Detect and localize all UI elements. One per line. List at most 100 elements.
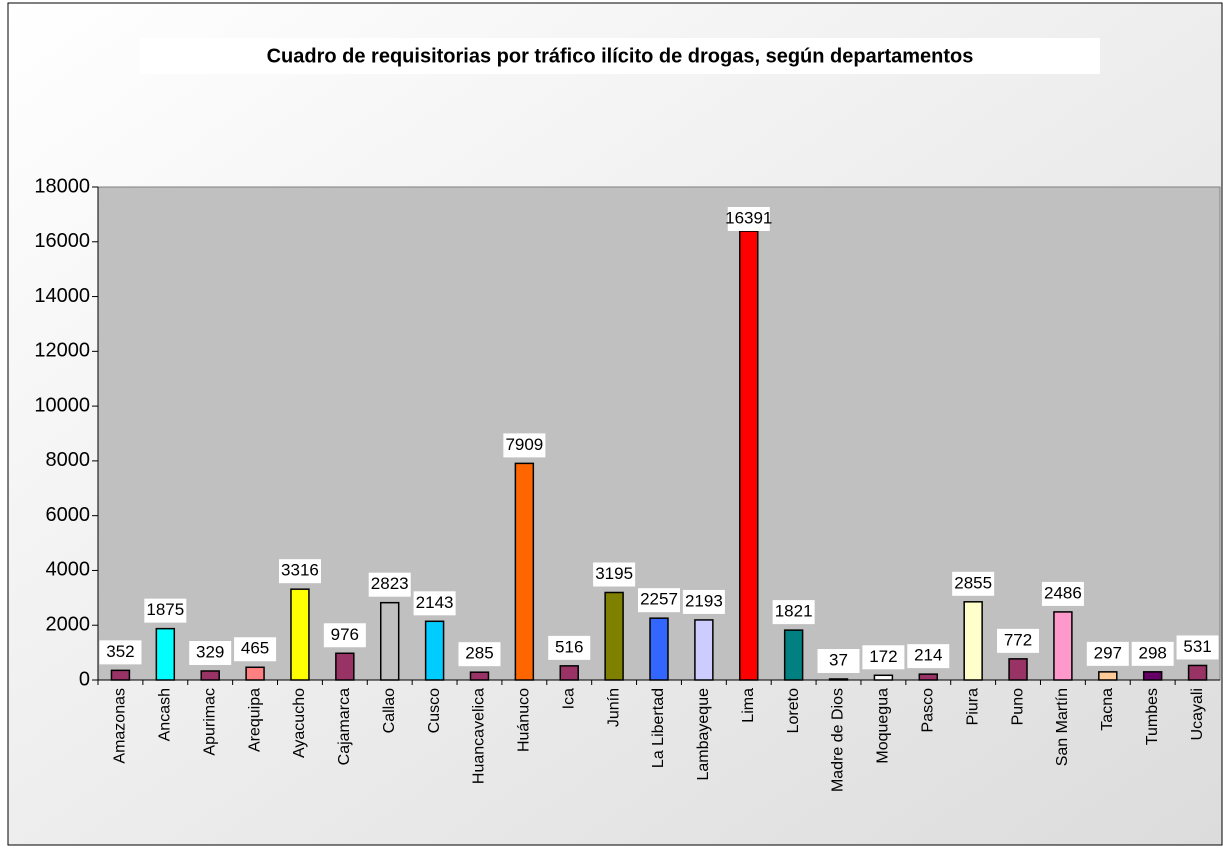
value-label-background <box>1086 641 1129 666</box>
value-label: 329 <box>196 642 224 661</box>
bar <box>335 652 355 681</box>
value-label-background <box>368 572 411 597</box>
value-label-background <box>593 562 636 587</box>
value-label-background <box>144 598 187 623</box>
value-label: 352 <box>106 642 134 661</box>
x-tick-label: Huánuco <box>516 688 533 752</box>
value-label: 465 <box>241 639 269 658</box>
bar <box>1142 671 1163 681</box>
x-tick-label: Lima <box>740 688 757 723</box>
value-label: 516 <box>555 637 583 656</box>
y-tick-label: 18000 <box>34 175 90 197</box>
value-label-background <box>323 623 366 648</box>
bar <box>379 601 400 681</box>
bar <box>200 670 220 681</box>
y-tick-label: 16000 <box>34 230 90 252</box>
x-tick-label: Amazonas <box>112 688 129 764</box>
bar <box>155 627 176 681</box>
value-label-background <box>907 644 950 669</box>
value-label: 298 <box>1138 643 1166 662</box>
x-tick-label: Puno <box>1009 688 1026 725</box>
bar <box>828 678 849 681</box>
x-tick-label: La Libertad <box>650 688 667 768</box>
bar <box>873 674 894 681</box>
value-label: 1821 <box>775 602 813 621</box>
y-tick-label: 8000 <box>46 449 91 471</box>
bar <box>1053 611 1073 681</box>
chart-title: Cuadro de requisitorias por tráfico ilíc… <box>267 45 974 67</box>
value-label-background <box>817 648 860 673</box>
bar <box>469 671 490 681</box>
value-label: 2486 <box>1044 583 1082 602</box>
value-label: 1875 <box>146 600 184 619</box>
x-tick-label: Piura <box>964 688 981 725</box>
value-label: 172 <box>869 647 897 666</box>
x-tick-label: Cusco <box>426 688 443 733</box>
value-label: 2257 <box>640 590 678 609</box>
value-label: 2823 <box>371 574 409 593</box>
value-label-background <box>1131 641 1174 666</box>
bar <box>245 666 265 681</box>
value-label-background <box>772 600 815 625</box>
x-tick-label: Tacna <box>1099 688 1116 731</box>
value-label: 285 <box>465 644 493 663</box>
x-tick-label: Apurimac <box>201 688 218 756</box>
bar <box>110 669 131 681</box>
x-tick-label: Lambayeque <box>695 688 712 781</box>
x-tick-label: Ucayali <box>1189 688 1206 740</box>
value-label: 16391 <box>725 208 772 227</box>
value-label: 2855 <box>954 573 992 592</box>
value-label-background <box>278 559 321 584</box>
x-tick-label: Loreto <box>785 688 802 733</box>
value-label-background <box>997 628 1040 653</box>
y-tick-label: 6000 <box>46 504 91 526</box>
value-label: 7909 <box>505 435 543 454</box>
x-tick-label: San Martín <box>1054 688 1071 766</box>
y-tick-label: 2000 <box>46 614 91 636</box>
x-tick-label: Tumbes <box>1144 688 1161 745</box>
value-label: 3195 <box>595 564 633 583</box>
x-tick-label: Ayacucho <box>291 688 308 758</box>
x-tick-label: Huancavelica <box>471 688 488 784</box>
bar <box>649 617 669 681</box>
value-label-background <box>952 571 995 596</box>
value-label: 976 <box>331 625 359 644</box>
value-label-background <box>99 640 142 665</box>
value-label-background <box>189 640 232 665</box>
value-label-background <box>548 635 591 660</box>
value-label: 531 <box>1183 637 1211 656</box>
y-tick-label: 14000 <box>34 285 90 307</box>
x-tick-label: Madre de Dios <box>830 688 847 792</box>
bar <box>783 629 804 681</box>
y-tick-label: 12000 <box>34 340 90 362</box>
value-label-background <box>638 588 680 613</box>
bar <box>963 601 983 681</box>
value-label-background <box>503 433 546 458</box>
x-tick-label: Junín <box>605 688 622 727</box>
bar <box>739 230 759 681</box>
value-label-background <box>1176 635 1219 660</box>
bar <box>559 665 579 681</box>
value-label: 772 <box>1004 630 1032 649</box>
bar <box>1098 671 1118 681</box>
value-label-background <box>413 591 456 616</box>
value-label: 37 <box>829 650 848 669</box>
bar <box>694 619 714 681</box>
value-label: 297 <box>1094 643 1122 662</box>
bar <box>604 591 624 681</box>
bar <box>290 588 310 681</box>
y-tick-label: 0 <box>79 668 90 690</box>
bar <box>918 673 939 681</box>
bar <box>514 462 535 681</box>
value-label: 3316 <box>281 561 319 580</box>
title-background <box>140 38 1100 74</box>
bar <box>1187 664 1208 681</box>
value-label-background <box>234 637 277 662</box>
value-label-background <box>1041 581 1084 606</box>
value-label: 2143 <box>416 593 454 612</box>
value-label-background <box>682 589 725 614</box>
value-label: 214 <box>914 646 942 665</box>
bar <box>424 620 445 681</box>
value-label-background <box>458 642 501 667</box>
